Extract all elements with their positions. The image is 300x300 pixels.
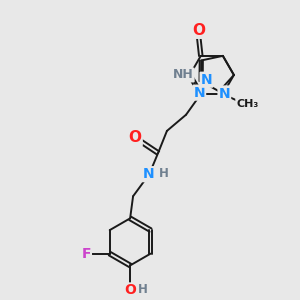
Text: N: N <box>142 167 154 181</box>
Text: H: H <box>159 167 169 179</box>
Text: O: O <box>129 130 142 145</box>
Text: F: F <box>81 247 91 261</box>
Text: CH₃: CH₃ <box>236 99 258 109</box>
Text: N: N <box>201 73 212 87</box>
Text: N: N <box>218 86 230 100</box>
Text: NH: NH <box>173 68 194 82</box>
Text: H: H <box>138 283 148 296</box>
Text: N: N <box>194 85 205 100</box>
Text: O: O <box>124 284 136 298</box>
Text: O: O <box>192 23 205 38</box>
